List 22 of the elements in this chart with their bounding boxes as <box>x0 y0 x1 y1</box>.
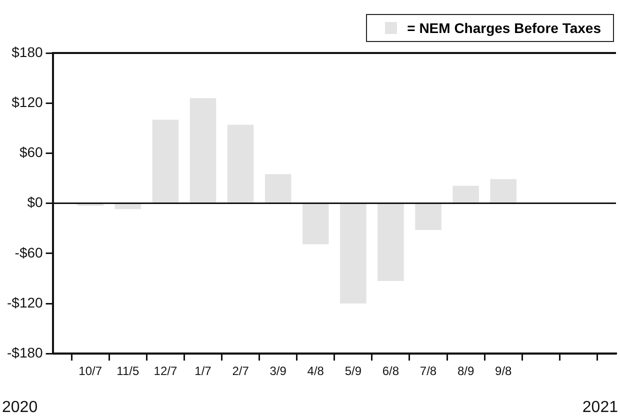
y-tick-label: -$120 <box>6 294 44 310</box>
x-tick-label: 11/5 <box>116 364 140 378</box>
legend-label: = NEM Charges Before Taxes <box>407 20 601 36</box>
x-tick-label: 2/7 <box>232 364 250 378</box>
y-tick-label: -$180 <box>6 344 44 360</box>
text: 2021 <box>582 399 618 416</box>
text: 2020 <box>2 399 38 416</box>
x-tick-label: 1/7 <box>194 364 212 378</box>
x-tick-label: 7/8 <box>420 364 437 378</box>
y-tick-label: $120 <box>12 94 44 110</box>
x-tick-label: 4/8 <box>307 364 324 378</box>
x-tick-label: 8/9 <box>457 364 474 378</box>
y-tick-label: $0 <box>27 194 44 210</box>
x-tick-label: 10/7 <box>78 364 102 378</box>
x-tick-label: 3/9 <box>270 364 287 378</box>
y-tick-label: $60 <box>19 144 44 160</box>
x-tick-label: 9/8 <box>495 364 512 378</box>
x-tick-label: 12/7 <box>154 364 178 378</box>
x-tick-label: 5/9 <box>344 364 362 378</box>
x-tick-label: 6/8 <box>382 364 400 378</box>
y-tick-label: $180 <box>12 44 44 60</box>
y-tick-label: -$60 <box>14 244 44 260</box>
